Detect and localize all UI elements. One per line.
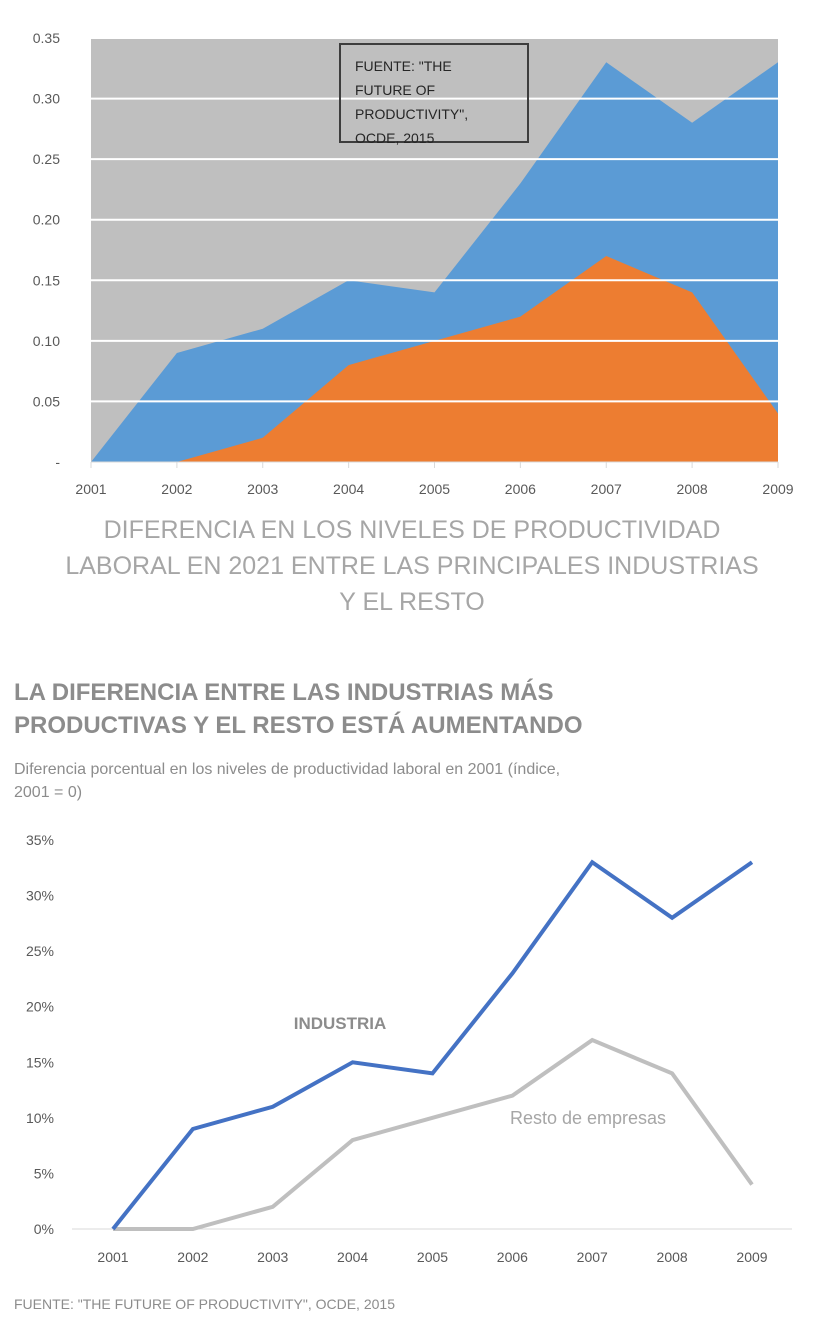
x-tick-label: 2005 [417,1249,448,1265]
x-tick-label: 2008 [657,1249,688,1265]
source-box-line: PRODUCTIVITY", [355,106,469,122]
x-tick-label: 2003 [257,1249,288,1265]
area-chart-caption: DIFERENCIA EN LOS NIVELES DE PRODUCTIVID… [60,512,764,620]
y-tick-label: 5% [34,1165,54,1181]
y-tick-label: - [55,454,60,470]
y-tick-label: 0.30 [33,91,60,107]
line-chart-subtitle: Diferencia porcentual en los niveles de … [14,758,560,804]
y-tick-label: 0.25 [33,151,60,167]
y-tick-label: 30% [26,888,54,904]
y-tick-label: 0.05 [33,393,60,409]
source-box-line: FUTURE OF [355,82,436,98]
y-tick-label: 0.35 [33,30,60,46]
caption-line: LABORAL EN 2021 ENTRE LAS PRINCIPALES IN… [65,552,759,580]
x-tick-label: 2006 [505,481,536,497]
x-tick-label: 2009 [762,481,793,497]
y-tick-label: 0% [34,1221,54,1237]
caption-line: Y EL RESTO [339,588,485,616]
x-tick-label: 2008 [677,481,708,497]
series-label-resto: Resto de empresas [510,1108,666,1128]
x-tick-label: 2001 [75,481,106,497]
y-tick-label: 25% [26,943,54,959]
source-box: FUENTE: "THE FUTURE OF PRODUCTIVITY", OC… [339,43,529,146]
x-tick-label: 2007 [577,1249,608,1265]
title-line: LA DIFERENCIA ENTRE LAS INDUSTRIAS MÁS [14,679,554,706]
subtitle-line: Diferencia porcentual en los niveles de … [14,761,561,778]
x-tick-label: 2006 [497,1249,528,1265]
line-series-1 [113,1037,754,1231]
x-tick-label: 2003 [247,481,278,497]
y-tick-label: 0.15 [33,272,60,288]
y-tick-label: 10% [26,1110,54,1126]
line-chart-title: LA DIFERENCIA ENTRE LAS INDUSTRIAS MÁS P… [14,676,583,742]
x-tick-label: 2007 [591,481,622,497]
source-box-line: FUENTE: "THE [355,58,452,74]
y-tick-label: 0.20 [33,212,60,228]
title-line: PRODUCTIVAS Y EL RESTO ESTÁ AUMENTANDO [14,712,583,739]
x-tick-label: 2002 [177,1249,208,1265]
series-label-industria: INDUSTRIA [294,1014,387,1033]
caption-line: DIFERENCIA EN LOS NIVELES DE PRODUCTIVID… [103,516,721,544]
subtitle-line: 2001 = 0) [14,784,83,801]
x-tick-label: 2002 [161,481,192,497]
area-series-1 [91,256,778,462]
y-tick-label: 35% [26,832,54,848]
x-tick-label: 2001 [97,1249,128,1265]
x-tick-label: 2004 [333,481,364,497]
y-tick-label: 0.10 [33,333,60,349]
area-chart: - 0.05 0.10 0.15 0.20 0.25 0.30 0.35 2001 2002 200… [33,30,794,497]
x-tick-label: 2009 [736,1249,767,1265]
footer-source: FUENTE: "THE FUTURE OF PRODUCTIVITY", OC… [14,1296,395,1312]
line-series-0 [111,859,754,1231]
y-tick-label: 15% [26,1054,54,1070]
x-tick-label: 2005 [419,481,450,497]
x-tick-label: 2004 [337,1249,368,1265]
source-box-line: OCDE, 2015 [355,130,435,146]
y-tick-label: 20% [26,999,54,1015]
line-chart: 0% 5% 10% 15% 20% 25% 30% 35% 2001 2002 2003 2004 20… [26,832,792,1265]
